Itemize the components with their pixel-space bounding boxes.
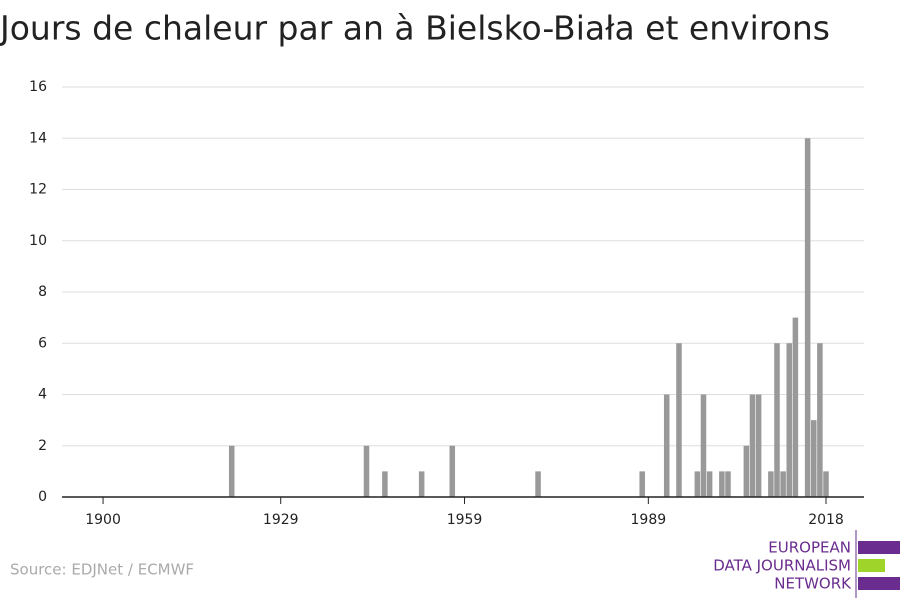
- bar: [228, 445, 235, 497]
- bar: [418, 471, 425, 497]
- bar: [535, 471, 541, 497]
- bar: [823, 471, 829, 497]
- bar: [768, 471, 774, 497]
- bar: [706, 471, 713, 497]
- y-tick-label: 6: [38, 335, 47, 351]
- y-tick-label: 12: [29, 182, 47, 198]
- y-tick-label: 2: [38, 438, 47, 454]
- bar: [663, 394, 670, 497]
- bar: [743, 445, 750, 497]
- x-tick-label: 1929: [263, 512, 299, 528]
- logo-bar: [858, 577, 900, 590]
- x-tick-label: 1989: [631, 512, 667, 528]
- bar: [804, 138, 811, 497]
- bar: [719, 471, 725, 497]
- bar: [694, 471, 701, 497]
- logo-text: NETWORK: [774, 575, 852, 593]
- bar: [817, 343, 823, 497]
- chart-title: Jours de chaleur par an à Bielsko-Biała …: [0, 9, 830, 48]
- y-tick-label: 0: [38, 489, 47, 505]
- bar: [749, 394, 756, 497]
- bar: [639, 471, 645, 497]
- x-tick-label: 1900: [85, 512, 121, 528]
- y-tick-label: 4: [38, 387, 47, 403]
- source: Source: EDJNet / ECMWF: [10, 561, 194, 579]
- bar: [786, 343, 793, 497]
- bar: [382, 471, 388, 497]
- bar: [449, 445, 456, 497]
- bar: [363, 445, 370, 497]
- bar: [725, 471, 731, 497]
- bar: [755, 394, 762, 497]
- bar: [700, 394, 707, 497]
- logo-text: EUROPEAN: [768, 539, 851, 557]
- bar: [676, 343, 682, 497]
- bar: [780, 471, 786, 497]
- logo-bar: [858, 541, 900, 554]
- x-tick-label: 2018: [808, 512, 844, 528]
- y-tick-label: 8: [38, 284, 47, 300]
- y-tick-label: 10: [29, 233, 47, 249]
- bar: [774, 343, 780, 497]
- x-tick-label: 1959: [447, 512, 483, 528]
- logo-text: DATA JOURNALISM: [713, 557, 851, 575]
- bar: [792, 317, 799, 497]
- y-tick-label: 16: [29, 79, 47, 95]
- bar: [810, 420, 817, 497]
- y-tick-label: 14: [29, 130, 47, 146]
- logo-bar: [858, 559, 885, 572]
